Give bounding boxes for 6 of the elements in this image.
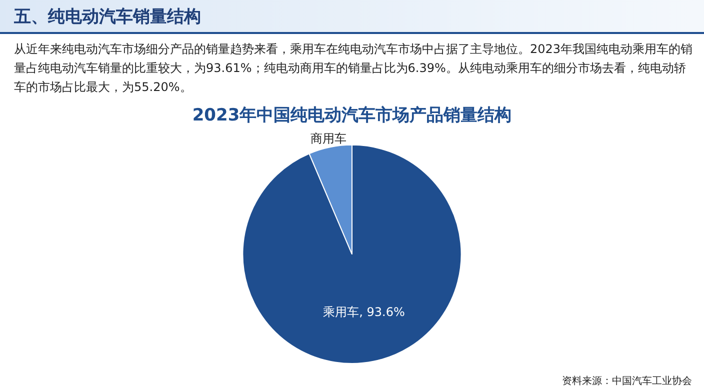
slice-label: 乘用车, 93.6%	[323, 305, 405, 320]
text: 从近年来纯电动汽车市场细分产品的销量趋势来看，乘用车在纯电动汽车市场中占据了主导地位。2023年我国纯电动乘用车的销量占纯电动汽车销量的比重较大，为93.61%；纯电动商用车的销量占比为6.39%。从纯电动乘用车的细分市场去看，纯电动轿车的市场占比最大，为55.20%。	[14, 41, 694, 96]
text: 五、纯电动汽车销量结构	[14, 6, 201, 28]
chart-title: 2023年中国纯电动汽车市场产品销量结构	[192, 106, 512, 126]
text: 资料来源：中国汽车工业协会	[562, 374, 692, 388]
slice-label: 商用车	[310, 131, 347, 146]
